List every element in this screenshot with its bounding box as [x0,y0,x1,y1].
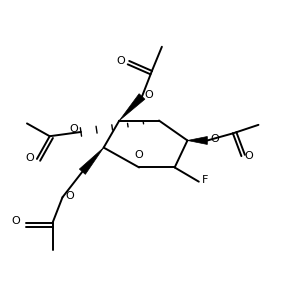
Polygon shape [80,148,104,174]
Text: O: O [145,90,154,100]
Text: O: O [116,56,125,66]
Text: F: F [202,175,208,185]
Text: O: O [210,134,219,144]
Text: O: O [135,150,143,160]
Polygon shape [187,136,207,145]
Text: O: O [25,153,34,162]
Text: O: O [69,124,78,134]
Text: O: O [11,216,20,226]
Text: O: O [244,150,253,161]
Text: O: O [65,191,74,201]
Polygon shape [119,94,145,121]
